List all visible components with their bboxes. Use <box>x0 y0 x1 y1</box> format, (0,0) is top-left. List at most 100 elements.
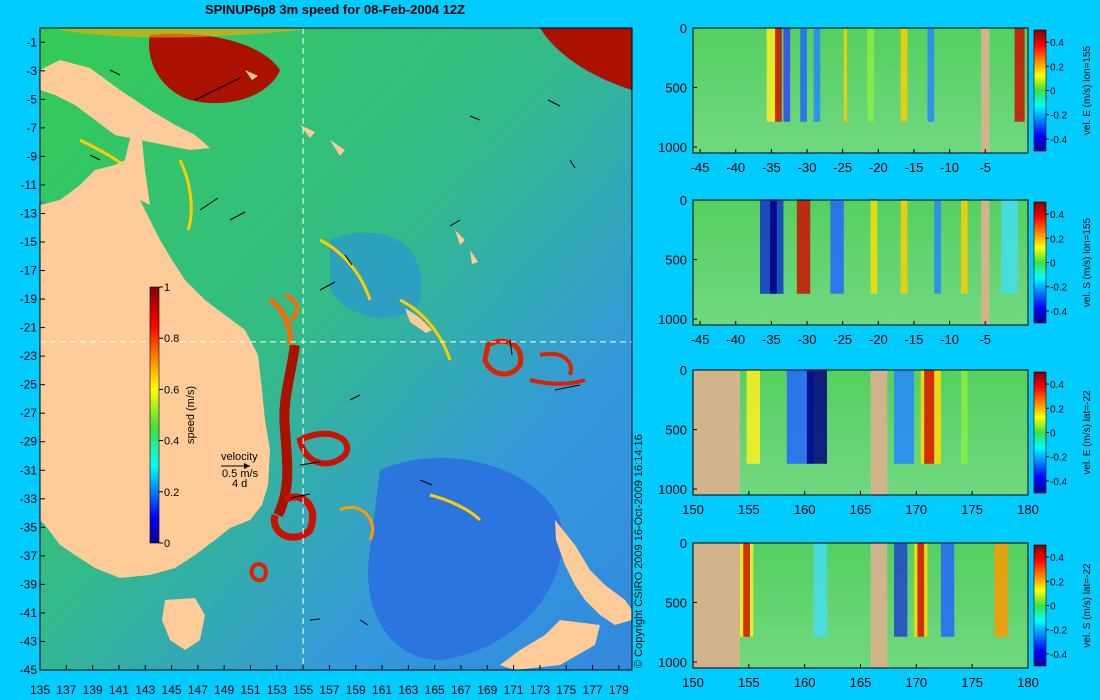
velocity-band <box>994 543 1008 637</box>
section-x-tick-label: 175 <box>961 675 983 690</box>
section-colorbar-tick-label: 0.4 <box>1050 38 1064 49</box>
section-y-tick-label: 500 <box>665 81 687 96</box>
map-x-tick-label: 137 <box>56 683 76 697</box>
eddy <box>529 378 586 386</box>
map-y-tick-label: -43 <box>20 634 38 648</box>
speed-colorbar-tick-label: 0.6 <box>164 384 179 396</box>
velocity-band <box>894 370 915 464</box>
velocity-arrows <box>89 69 581 626</box>
section-y-tick-label: 0 <box>680 363 687 378</box>
speed-colorbar-tick-label: 0.4 <box>164 436 179 448</box>
section-colorbar <box>1033 544 1047 667</box>
section-label: vel. E (m/s) lon=155 <box>1082 45 1093 135</box>
section-colorbar-tick-label: -0.4 <box>1050 650 1068 661</box>
section-colorbar-tick-label: -0.2 <box>1050 111 1068 122</box>
eddy <box>539 351 573 376</box>
section-x-tick-label: -30 <box>798 332 817 347</box>
map-x-axis: 135 137 139 141 143 145 147 149 151 153 155 157 159 1… <box>30 665 629 697</box>
map-y-tick-label: -39 <box>20 577 38 591</box>
map-y-tick-label: -11 <box>21 178 38 192</box>
map-x-tick-label: 173 <box>530 683 550 697</box>
eddy <box>249 562 268 583</box>
section-x-tick-label: 155 <box>738 675 760 690</box>
velocity-band <box>924 370 935 464</box>
section-colorbar-tick-label: 0.4 <box>1050 210 1064 221</box>
section-field <box>693 28 1028 153</box>
velocity-band <box>1001 200 1018 294</box>
section-y-tick-label: 0 <box>680 21 687 36</box>
eddy <box>296 430 351 467</box>
section-x-tick-label: 155 <box>738 502 760 517</box>
seafloor-land <box>981 200 990 325</box>
map-x-tick-label: 157 <box>319 683 339 697</box>
map-y-tick-label: -19 <box>20 292 38 306</box>
speed-colorbar: 1 0.8 0.6 0.4 0.2 0 speed (m/s) <box>149 282 197 550</box>
section-x-tick-label: -25 <box>833 332 852 347</box>
speed-colorbar-tick-label: 0 <box>164 538 170 550</box>
map-y-tick-label: -9 <box>26 149 37 163</box>
section-y-tick-label: 1000 <box>658 140 687 155</box>
velocity-band <box>813 543 827 637</box>
current-filament <box>399 298 452 361</box>
section-x-tick-label: -5 <box>979 160 991 175</box>
section-x-tick-label: 160 <box>794 502 816 517</box>
map-y-tick-label: -15 <box>20 235 38 249</box>
section-x-tick-label: -45 <box>691 160 710 175</box>
map-x-tick-label: 175 <box>556 683 576 697</box>
speed-colorbar-tick-label: 0.8 <box>164 333 179 345</box>
map-y-tick-label: -7 <box>26 121 37 135</box>
speed-colorbar-label: speed (m/s) <box>185 386 197 444</box>
east-australian-current <box>273 344 300 518</box>
figure-title: SPINUP6p8 3m speed for 08-Feb-2004 12Z <box>204 2 466 17</box>
velocity-band <box>900 28 908 122</box>
current-filament <box>429 493 482 522</box>
current-filament <box>284 293 299 322</box>
map-y-tick-label: -35 <box>20 520 38 534</box>
section-x-tick-label: -40 <box>726 160 745 175</box>
map-x-tick-label: 141 <box>109 683 129 697</box>
velocity-band <box>1014 28 1025 122</box>
map-y-axis: -1 -3 -5 -7 -9 -11 -13 -15 -17 -19 -21 -23 -25 -27 -29… <box>20 35 45 677</box>
map-x-tick-label: 145 <box>162 683 182 697</box>
map-x-tick-label: 167 <box>451 683 471 697</box>
velocity-band <box>843 28 848 122</box>
map-y-tick-label: -23 <box>20 349 38 363</box>
section-x-tick-label: 170 <box>905 502 927 517</box>
section-panel: -45 -40 -35 -30 -25 -20 -15 -10 -5 0 500 1000 0.4 0.2… <box>658 193 1093 347</box>
seafloor-land <box>870 370 888 495</box>
current-filament <box>178 159 193 231</box>
low-speed-region <box>368 458 563 660</box>
section-y-tick-label: 500 <box>665 423 687 438</box>
map-x-tick-label: 165 <box>425 683 445 697</box>
speed-colorbar-tick-label: 1 <box>164 282 170 294</box>
section-x-tick-label: -45 <box>691 332 710 347</box>
high-speed-region <box>60 28 300 38</box>
speed-map: 135 137 139 141 143 145 147 149 151 153 155 157 159 1… <box>20 27 633 697</box>
section-x-tick-label: -20 <box>869 332 888 347</box>
section-x-tick-label: -35 <box>762 332 781 347</box>
section-frame <box>692 27 1029 154</box>
section-label: vel. E (m/s) lat=-22 <box>1082 390 1093 475</box>
section-x-tick-label: 150 <box>682 675 704 690</box>
section-colorbar <box>1033 201 1047 324</box>
section-colorbar-tick-label: 0.2 <box>1050 62 1064 73</box>
section-x-tick-label: -20 <box>869 160 888 175</box>
map-x-tick-label: 143 <box>135 683 155 697</box>
section-colorbar-tick-label: -0.4 <box>1050 307 1068 318</box>
map-x-tick-label: 135 <box>30 683 50 697</box>
section-y-tick-label: 500 <box>665 596 687 611</box>
new-zealand-land <box>555 520 632 625</box>
section-colorbar-tick-label: 0.2 <box>1050 404 1064 415</box>
section-x-tick-label: -5 <box>979 332 991 347</box>
velocity-band <box>783 28 791 122</box>
section-label: vel. S (m/s) lat=-22 <box>1082 563 1093 648</box>
velocity-band <box>796 200 811 294</box>
section-x-tick-label: 150 <box>682 502 704 517</box>
seafloor-land <box>693 543 740 668</box>
section-colorbar-tick-label: -0.2 <box>1050 453 1068 464</box>
map-x-tick-label: 155 <box>293 683 313 697</box>
velocity-band <box>813 28 821 122</box>
section-colorbar-tick-label: -0.2 <box>1050 283 1068 294</box>
velocity-legend: velocity 0.5 m/s 4 d <box>221 451 259 490</box>
